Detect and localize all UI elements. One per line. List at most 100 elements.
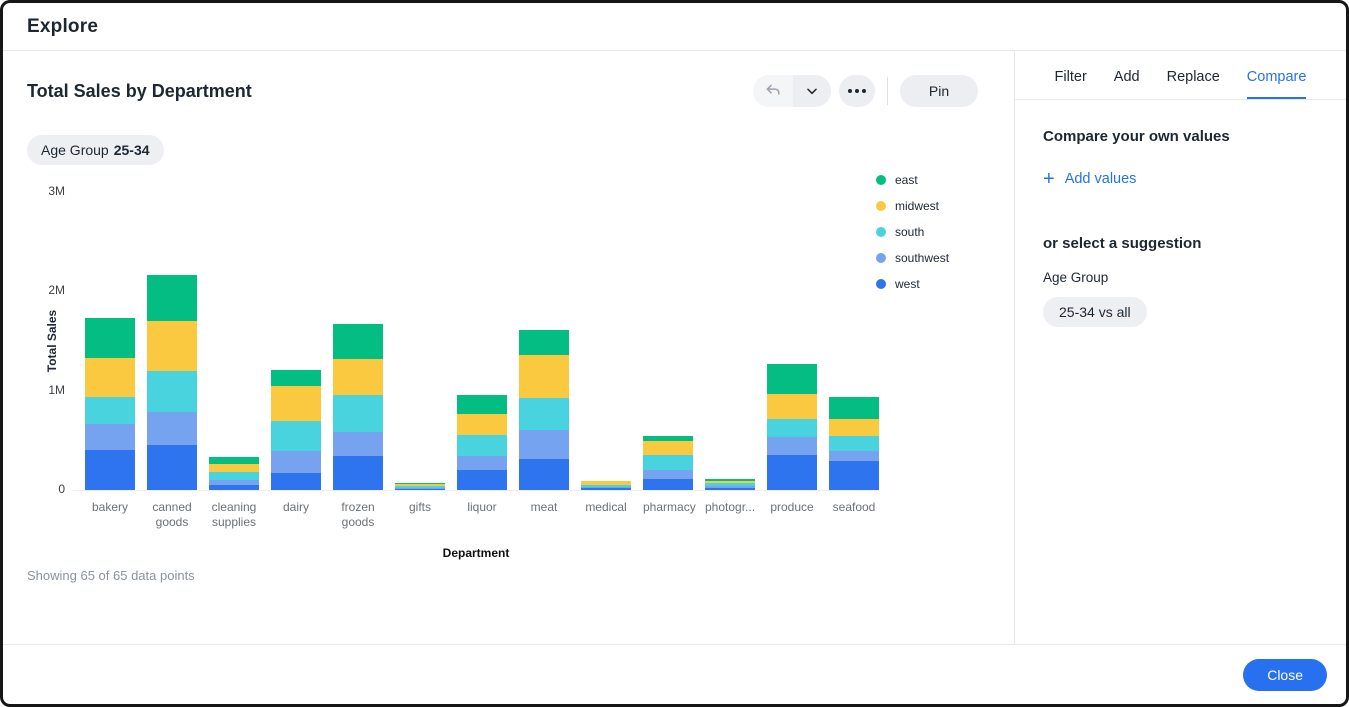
segment-south[interactable]: [333, 394, 383, 433]
segment-east[interactable]: [519, 330, 569, 355]
segment-west[interactable]: [643, 479, 693, 490]
segment-midwest[interactable]: [581, 481, 631, 485]
filter-chip-age-group[interactable]: Age Group 25-34: [27, 135, 164, 165]
pin-button[interactable]: Pin: [900, 75, 978, 107]
segment-west[interactable]: [85, 450, 135, 490]
segment-west[interactable]: [581, 488, 631, 490]
segment-southwest[interactable]: [333, 432, 383, 457]
bar-liquor[interactable]: [457, 394, 507, 490]
segment-south[interactable]: [271, 420, 321, 452]
segment-south[interactable]: [581, 484, 631, 487]
x-label-bakery: bakery: [91, 500, 129, 514]
segment-east[interactable]: [209, 457, 259, 465]
segment-west[interactable]: [147, 445, 197, 490]
bar-meat[interactable]: [519, 330, 569, 490]
bar-seafood[interactable]: [829, 396, 879, 490]
segment-south[interactable]: [767, 419, 817, 438]
tab-filter[interactable]: Filter: [1054, 69, 1087, 85]
close-button[interactable]: Close: [1243, 658, 1327, 691]
segment-south[interactable]: [457, 435, 507, 457]
bar-medical[interactable]: [581, 480, 631, 490]
bar-pharmacy[interactable]: [643, 436, 693, 490]
segment-southwest[interactable]: [147, 411, 197, 446]
more-options-button[interactable]: [839, 75, 875, 107]
add-values-button[interactable]: + Add values: [1043, 169, 1318, 189]
bar-photogr-[interactable]: [705, 478, 755, 490]
segment-midwest[interactable]: [209, 464, 259, 473]
segment-southwest[interactable]: [581, 486, 631, 489]
segment-west[interactable]: [767, 455, 817, 490]
data-points-footnote: Showing 65 of 65 data points: [27, 568, 195, 583]
segment-south[interactable]: [209, 472, 259, 481]
bar-frozen-goods[interactable]: [333, 324, 383, 490]
bar-cleaning-supplies[interactable]: [209, 457, 259, 490]
segment-southwest[interactable]: [519, 430, 569, 460]
segment-west[interactable]: [829, 461, 879, 490]
segment-west[interactable]: [457, 470, 507, 490]
segment-southwest[interactable]: [767, 437, 817, 456]
bar-dairy[interactable]: [271, 369, 321, 490]
suggestion-chip[interactable]: 25-34 vs all: [1043, 297, 1147, 327]
bar-gifts[interactable]: [395, 482, 445, 490]
segment-east[interactable]: [147, 274, 197, 322]
segment-southwest[interactable]: [271, 451, 321, 474]
segment-west[interactable]: [333, 456, 383, 490]
segment-southwest[interactable]: [395, 487, 445, 489]
bar-produce[interactable]: [767, 363, 817, 490]
legend-item-southwest[interactable]: southwest: [876, 251, 984, 265]
segment-east[interactable]: [767, 363, 817, 394]
tab-compare[interactable]: Compare: [1246, 69, 1307, 99]
legend-item-midwest[interactable]: midwest: [876, 199, 984, 213]
bar-bakery[interactable]: [85, 318, 135, 490]
segment-south[interactable]: [395, 485, 445, 488]
segment-midwest[interactable]: [767, 393, 817, 420]
segment-west[interactable]: [209, 485, 259, 490]
segment-east[interactable]: [643, 436, 693, 442]
segment-east[interactable]: [457, 394, 507, 414]
segment-east[interactable]: [85, 318, 135, 358]
segment-southwest[interactable]: [85, 424, 135, 451]
segment-southwest[interactable]: [643, 470, 693, 480]
segment-midwest[interactable]: [457, 413, 507, 436]
segment-south[interactable]: [85, 396, 135, 425]
x-label-meat: meat: [530, 500, 558, 514]
x-label-gifts: gifts: [408, 500, 431, 514]
segment-midwest[interactable]: [85, 357, 135, 397]
segment-midwest[interactable]: [643, 441, 693, 456]
segment-southwest[interactable]: [829, 451, 879, 462]
segment-midwest[interactable]: [333, 358, 383, 395]
segment-midwest[interactable]: [271, 385, 321, 421]
tab-replace[interactable]: Replace: [1166, 69, 1220, 85]
segment-midwest[interactable]: [705, 480, 755, 484]
legend-item-east[interactable]: east: [876, 173, 984, 187]
x-label-canned-goods: canned goods: [152, 500, 192, 529]
tab-add[interactable]: Add: [1113, 69, 1140, 85]
segment-west[interactable]: [271, 473, 321, 490]
segment-south[interactable]: [147, 370, 197, 412]
segment-south[interactable]: [829, 436, 879, 452]
legend-item-south[interactable]: south: [876, 225, 984, 239]
undo-button[interactable]: [753, 75, 793, 107]
segment-southwest[interactable]: [705, 485, 755, 488]
segment-east[interactable]: [395, 482, 445, 485]
segment-midwest[interactable]: [829, 418, 879, 437]
segment-midwest[interactable]: [147, 321, 197, 371]
segment-west[interactable]: [395, 488, 445, 490]
segment-east[interactable]: [829, 396, 879, 419]
segment-west[interactable]: [519, 459, 569, 490]
bar-canned-goods[interactable]: [147, 274, 197, 490]
segment-south[interactable]: [519, 397, 569, 431]
segment-midwest[interactable]: [519, 354, 569, 398]
legend-item-west[interactable]: west: [876, 277, 984, 291]
segment-east[interactable]: [271, 369, 321, 386]
undo-history-button[interactable]: [793, 75, 831, 107]
segment-south[interactable]: [643, 455, 693, 471]
segment-east[interactable]: [333, 324, 383, 359]
segment-south[interactable]: [705, 483, 755, 486]
chart-legend: east midwest south southwest west: [876, 173, 984, 291]
segment-west[interactable]: [705, 487, 755, 490]
segment-east[interactable]: [705, 478, 755, 481]
segment-southwest[interactable]: [209, 480, 259, 486]
segment-southwest[interactable]: [457, 456, 507, 471]
segment-midwest[interactable]: [395, 484, 445, 486]
